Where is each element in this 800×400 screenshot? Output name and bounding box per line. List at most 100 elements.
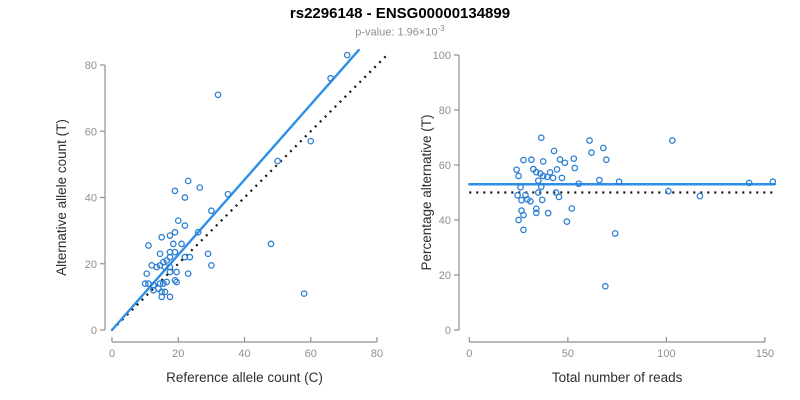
data-point — [518, 196, 525, 204]
data-point — [204, 250, 212, 258]
data-point — [343, 51, 351, 59]
data-point — [601, 282, 609, 290]
pvalue-label: p-value: — [355, 26, 398, 39]
data-point — [166, 232, 174, 239]
y-tick-label: 20 — [85, 259, 97, 271]
data-point — [181, 194, 189, 201]
data-point — [555, 193, 563, 201]
data-point — [300, 290, 308, 297]
data-point — [166, 268, 174, 276]
data-point — [611, 230, 619, 237]
data-point — [166, 293, 174, 301]
data-point — [155, 285, 162, 292]
data-point — [596, 176, 603, 184]
data-point — [546, 169, 554, 176]
data-point — [520, 156, 527, 164]
data-point — [602, 156, 610, 164]
x-tick-label: 60 — [305, 348, 317, 360]
identity-line — [111, 54, 388, 331]
y-tick-label: 40 — [439, 215, 451, 227]
data-point — [169, 240, 177, 248]
x-axis-title: Total number of reads — [552, 370, 683, 385]
pvalue-exponent: -3 — [437, 24, 445, 33]
data-point — [599, 144, 607, 152]
y-tick-label: 80 — [439, 105, 451, 117]
data-point — [534, 177, 542, 185]
data-point — [171, 228, 179, 236]
data-point — [163, 257, 171, 264]
data-point — [224, 190, 232, 198]
pvalue-base: 10 — [425, 26, 438, 39]
data-point — [588, 149, 595, 156]
x-tick-label: 20 — [172, 348, 184, 360]
data-point — [515, 216, 522, 224]
x-tick-label: 0 — [466, 348, 472, 360]
data-point — [184, 270, 192, 278]
data-point — [141, 280, 149, 287]
data-point — [520, 226, 527, 234]
y-axis-title: Alternative allele count (T) — [54, 119, 69, 276]
x-axis-title: Reference allele count (C) — [166, 370, 323, 385]
data-point — [539, 158, 547, 165]
data-point — [668, 137, 676, 144]
data-point — [527, 197, 534, 205]
data-point — [158, 293, 166, 301]
data-point — [575, 180, 583, 188]
x-tick-label: 0 — [109, 348, 115, 360]
data-point — [327, 74, 334, 82]
data-point — [586, 137, 593, 144]
data-point — [558, 174, 566, 182]
data-point — [163, 278, 171, 286]
data-point — [561, 159, 569, 167]
data-point — [570, 155, 578, 163]
data-point — [166, 253, 174, 261]
data-point — [171, 248, 179, 256]
data-point — [214, 91, 222, 99]
x-tick-label: 50 — [562, 348, 574, 360]
data-point — [517, 183, 524, 191]
data-point — [208, 207, 215, 215]
pvalue-subtitle: p-value: 1.96×10-3 — [0, 24, 800, 39]
data-point — [171, 187, 179, 195]
y-tick-label: 60 — [85, 126, 97, 138]
data-point — [196, 184, 204, 191]
data-point — [274, 157, 281, 165]
data-point — [745, 179, 753, 187]
y-tick-label: 20 — [439, 270, 451, 282]
data-point — [538, 196, 546, 204]
allele-counts-scatter-group: 0 20 40 60 80 0 20 40 60 80 Reference allele count… — [54, 48, 388, 385]
data-point — [769, 178, 777, 186]
y-tick-label: 80 — [85, 60, 97, 72]
data-point — [143, 270, 151, 278]
multiplication-sign: × — [418, 26, 426, 39]
data-point — [515, 172, 522, 180]
data-point — [513, 166, 520, 174]
data-point — [696, 192, 704, 200]
data-point — [161, 288, 169, 296]
y-tick-label: 0 — [91, 325, 97, 337]
y-tick-label: 40 — [85, 193, 97, 205]
data-point — [544, 209, 552, 217]
data-point — [539, 172, 547, 180]
y-tick-label: 60 — [439, 160, 451, 172]
data-point — [178, 240, 185, 248]
data-point — [173, 278, 180, 286]
data-point — [171, 276, 179, 284]
data-point — [267, 240, 275, 248]
data-point — [563, 218, 571, 225]
figure-title: rs2296148 - ENSG00000134899 — [289, 5, 511, 22]
x-tick-label: 40 — [238, 348, 250, 360]
data-point — [534, 189, 542, 196]
data-point — [174, 217, 182, 225]
data-point — [307, 137, 315, 145]
x-tick-label: 80 — [371, 348, 383, 360]
x-tick-label: 150 — [756, 348, 774, 360]
data-point — [665, 187, 672, 195]
data-point — [568, 205, 576, 212]
data-point — [571, 164, 579, 172]
data-point — [520, 211, 527, 219]
data-point — [556, 156, 564, 163]
data-point — [145, 242, 152, 249]
